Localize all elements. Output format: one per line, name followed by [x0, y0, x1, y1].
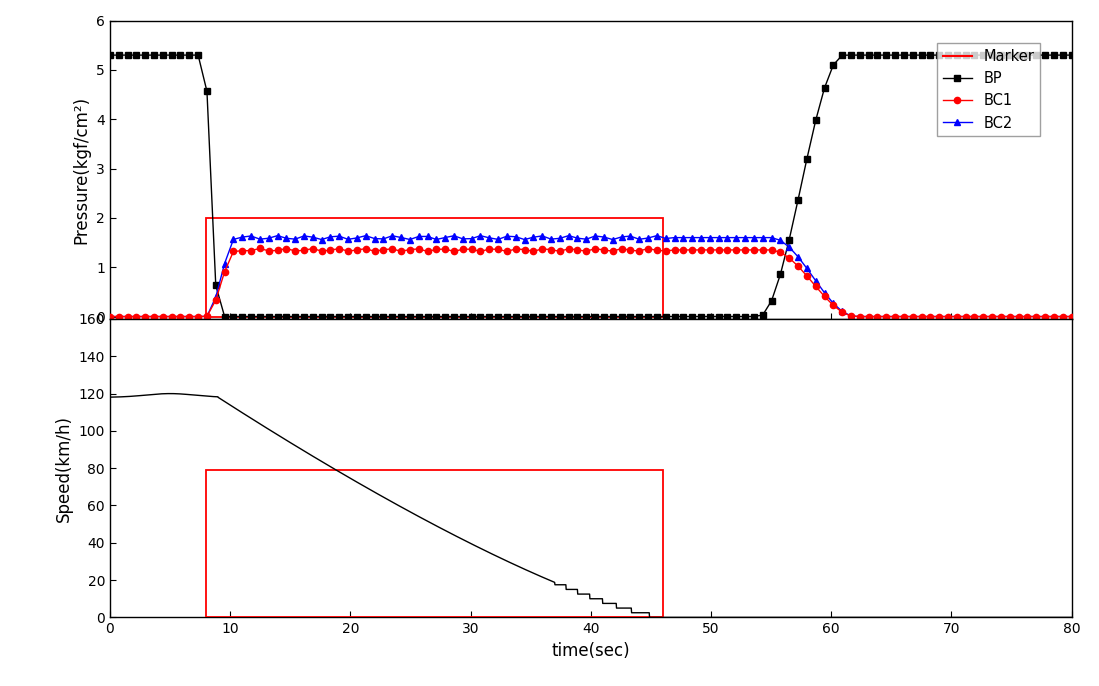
X-axis label: time(sec): time(sec): [552, 642, 630, 660]
BC1: [1065, 312, 1078, 320]
BC1: [1012, 312, 1025, 320]
BP: [1012, 51, 1025, 59]
BC2: [1047, 312, 1061, 320]
Y-axis label: Speed(km/h): Speed(km/h): [55, 415, 73, 521]
BP: [103, 51, 116, 59]
BP: [579, 312, 592, 320]
BC2: [271, 231, 285, 239]
BC2: [395, 233, 408, 241]
BC1: [253, 244, 266, 252]
Legend: Marker, BP, BC1, BC2: Marker, BP, BC1, BC2: [936, 43, 1040, 137]
BP: [218, 312, 231, 320]
Bar: [207, 218, 663, 316]
BC2: [579, 235, 592, 244]
BC1: [791, 262, 804, 270]
BC2: [791, 252, 804, 261]
BC1: [579, 247, 592, 255]
BC1: [103, 312, 116, 320]
BC1: [553, 247, 566, 255]
Bar: [207, 470, 663, 617]
Y-axis label: Pressure(kgf/cm²): Pressure(kgf/cm²): [73, 96, 90, 244]
BP: [791, 196, 804, 204]
BC2: [553, 234, 566, 242]
BC2: [1065, 312, 1078, 320]
BP: [1047, 51, 1061, 59]
BP: [553, 312, 566, 320]
BC1: [395, 247, 408, 255]
Line: BP: BP: [107, 52, 1075, 320]
BC2: [1012, 312, 1025, 320]
BP: [395, 312, 408, 320]
BC2: [103, 312, 116, 320]
Line: BC1: BC1: [107, 246, 1075, 320]
BP: [1065, 51, 1078, 59]
Line: BC2: BC2: [107, 233, 1075, 320]
BC1: [1047, 312, 1061, 320]
